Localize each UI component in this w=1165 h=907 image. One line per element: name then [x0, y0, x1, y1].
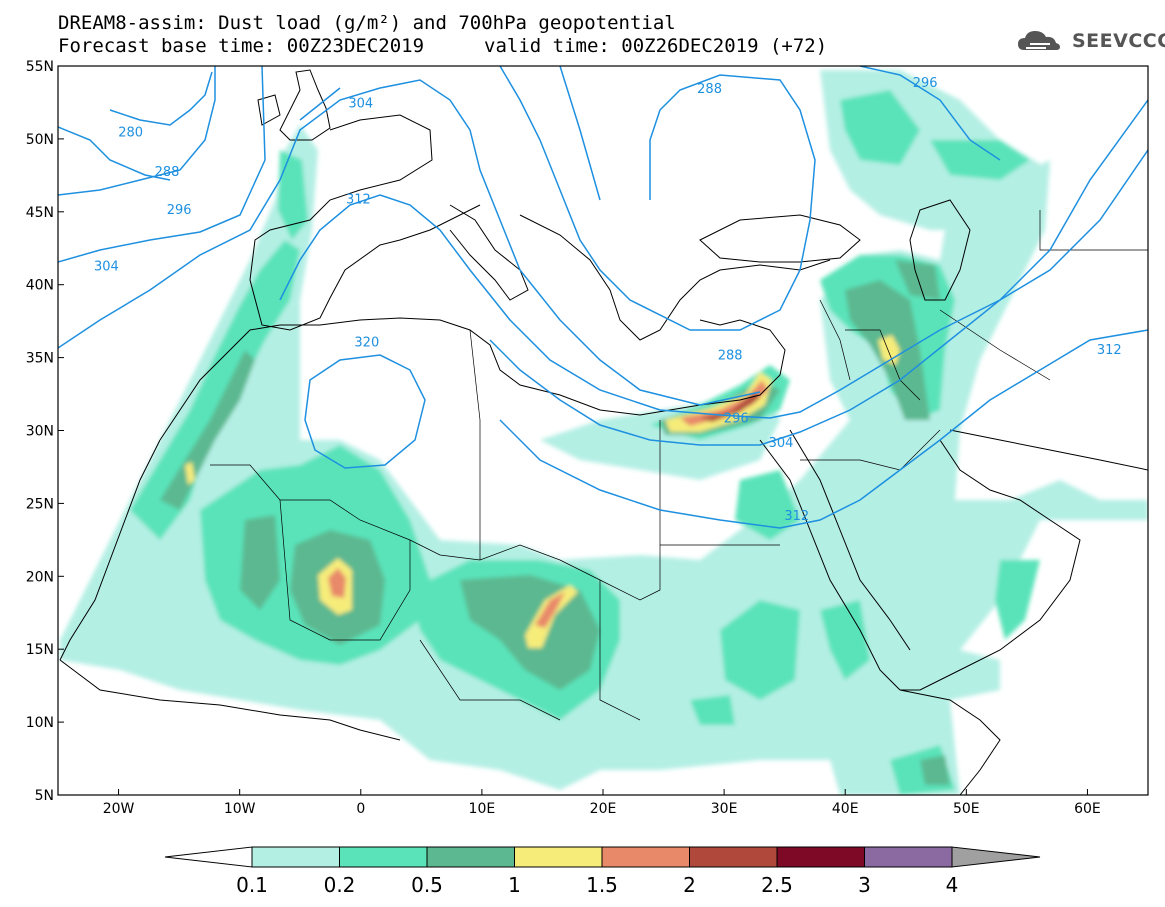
- colorbar-bin: [426, 846, 515, 868]
- colorbar-label: 1: [508, 873, 521, 897]
- lat-tick-label: 45N: [26, 205, 54, 221]
- colorbar-over-triangle: [951, 846, 1041, 868]
- chart-title: DREAM8-assim: Dust load (g/m²) and 700hP…: [58, 12, 676, 34]
- colorbar-bin: [864, 846, 953, 868]
- contour-label: 296: [913, 76, 938, 91]
- valid-time: valid time: 00Z26DEC2019 (+72): [484, 35, 828, 57]
- contour-label: 288: [155, 165, 180, 180]
- colorbar-label: 0.2: [324, 873, 356, 897]
- contour-label: 288: [697, 82, 722, 97]
- colorbar-label: 4: [946, 873, 959, 897]
- lat-tick-label: 10N: [26, 715, 54, 731]
- lat-tick-label: 5N: [35, 788, 54, 804]
- contour-label: 312: [784, 509, 809, 524]
- colorbar-bin: [251, 846, 340, 868]
- forecast-base-time: Forecast base time: 00Z23DEC2019: [58, 35, 425, 57]
- contour-label: 296: [167, 203, 192, 218]
- lat-tick-label: 15N: [26, 642, 54, 658]
- contour-label: 304: [348, 96, 373, 111]
- contour-label: 304: [769, 436, 794, 451]
- logo-text: SEEVCCC: [1072, 30, 1165, 52]
- lat-tick-label: 35N: [26, 351, 54, 367]
- lon-tick-label: 20W: [103, 801, 135, 817]
- colorbar-label: 2: [683, 873, 696, 897]
- dust-fields: [60, 70, 1148, 795]
- lon-tick-label: 60E: [1074, 801, 1101, 817]
- coastlines: [59, 69, 1148, 795]
- colorbar-label: 2.5: [761, 873, 793, 897]
- contour-label: 312: [346, 193, 371, 208]
- colorbar-bin: [689, 846, 778, 868]
- contour-label: 288: [718, 349, 743, 364]
- lat-tick-label: 20N: [26, 569, 54, 585]
- lat-tick-label: 40N: [26, 278, 54, 294]
- lon-tick-label: 30E: [711, 801, 738, 817]
- lat-tick-label: 50N: [26, 132, 54, 148]
- lon-tick-label: 40E: [832, 801, 859, 817]
- lat-axis: 55N 50N 45N 40N 35N 30N 25N 20N 15N 10N 5N: [26, 59, 64, 804]
- colorbar-under-triangle: [164, 846, 253, 868]
- contour-label: 320: [354, 336, 379, 351]
- cloud-icon: [1018, 31, 1060, 50]
- lon-tick-label: 50E: [953, 801, 980, 817]
- lon-tick-label: 10W: [224, 801, 256, 817]
- contour-label: 296: [724, 411, 749, 426]
- lat-tick-label: 55N: [26, 59, 54, 75]
- contour-label: 280: [118, 126, 143, 141]
- lat-tick-label: 25N: [26, 496, 54, 512]
- colorbar-label: 3: [858, 873, 871, 897]
- lon-tick-label: 10E: [469, 801, 496, 817]
- colorbar-label: 0.1: [236, 873, 268, 897]
- colorbar-bin: [339, 846, 428, 868]
- colorbar-legend: 0.1 0.2 0.5 1 1.5 2 2.5 3 4: [164, 846, 1041, 897]
- lon-tick-label: 20E: [590, 801, 617, 817]
- colorbar-bin: [601, 846, 690, 868]
- contour-label: 312: [1097, 343, 1122, 358]
- colorbar-bin: [514, 846, 603, 868]
- colorbar-bin: [776, 846, 865, 868]
- contour-labels: 280 288 296 304 304 312 320 288 296 288 296 304 312 3…: [94, 76, 1122, 524]
- borders: [210, 210, 1148, 721]
- lon-tick-label: 0: [356, 801, 365, 817]
- colorbar-label: 1.5: [586, 873, 618, 897]
- geopotential-contours: [58, 66, 1148, 529]
- lon-axis: 20W 10W 0 10E 20E 30E 40E 50E 60E: [103, 789, 1101, 817]
- colorbar-label: 0.5: [411, 873, 443, 897]
- contour-label: 304: [94, 260, 119, 275]
- lat-tick-label: 30N: [26, 424, 54, 440]
